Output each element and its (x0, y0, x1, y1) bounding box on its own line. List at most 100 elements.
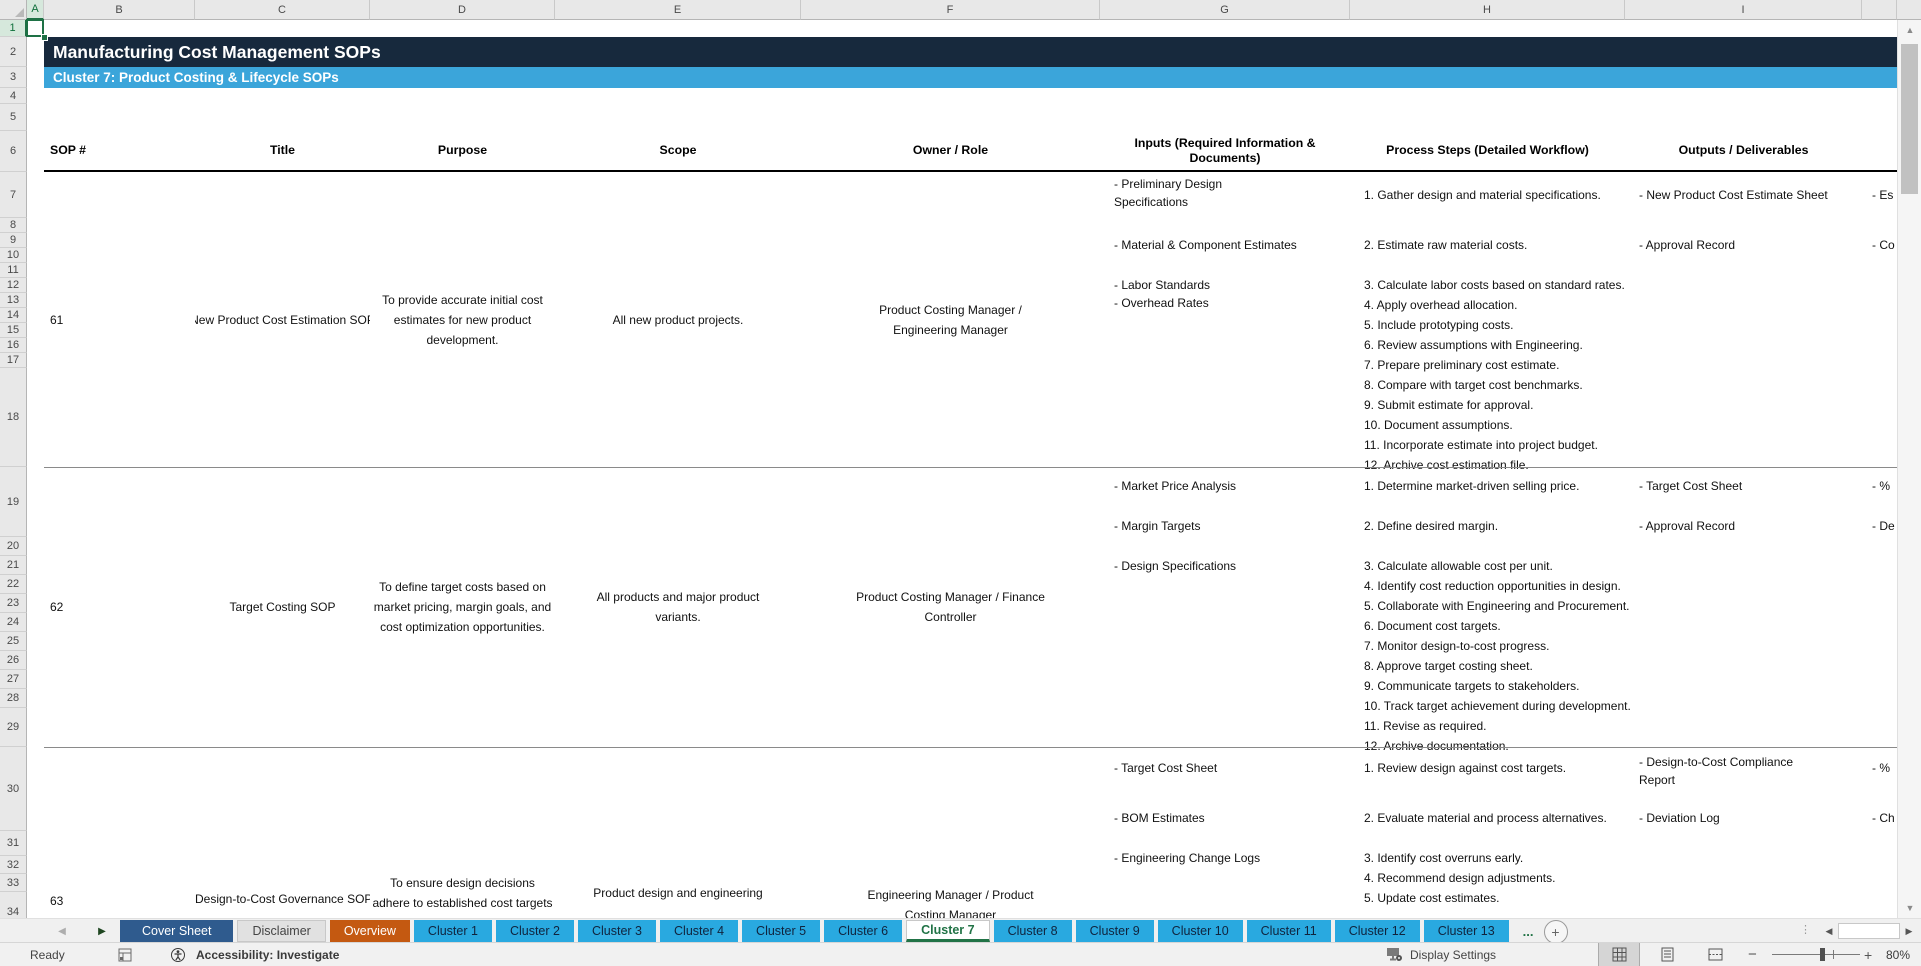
column-header-e[interactable]: E (555, 0, 801, 20)
row-header-10[interactable]: 10 (0, 248, 27, 263)
column-title-5[interactable]: Inputs (Required Information & Documents… (1134, 135, 1316, 165)
sop-61-inputs-3[interactable]: - Overhead Rates (1114, 296, 1209, 310)
sop-63-outputs-1[interactable]: - Deviation Log (1639, 811, 1720, 825)
column-title-0[interactable]: SOP # (50, 143, 87, 157)
sop-63-sop[interactable]: 63 (50, 894, 64, 908)
column-title-3[interactable]: Scope (659, 143, 697, 157)
row-header-27[interactable]: 27 (0, 670, 27, 689)
sheet-tab-cluster-6[interactable]: Cluster 6 (824, 920, 903, 942)
row-header-13[interactable]: 13 (0, 293, 27, 308)
row-header-29[interactable]: 29 (0, 708, 27, 747)
zoom-slider-track[interactable] (1772, 954, 1860, 955)
sop-63-steps-1[interactable]: 2. Evaluate material and process alterna… (1364, 811, 1607, 825)
sop-62-steps-11[interactable]: 12. Archive documentation. (1364, 739, 1509, 753)
sop-61-inputs-0[interactable]: - Preliminary Design Specifications (1114, 177, 1223, 209)
sop-62-clip-1[interactable]: - De (1872, 519, 1895, 533)
zoom-out-button[interactable]: − (1748, 946, 1757, 963)
row-header-25[interactable]: 25 (0, 632, 27, 651)
row-header-22[interactable]: 22 (0, 575, 27, 594)
sop-61-outputs-0[interactable]: - New Product Cost Estimate Sheet (1639, 188, 1828, 202)
column-header-partial[interactable] (1862, 0, 1897, 20)
sop-61-steps-4[interactable]: 5. Include prototyping costs. (1364, 318, 1514, 332)
row-header-7[interactable]: 7 (0, 172, 27, 218)
hscroll-right-icon[interactable]: ▶ (1905, 925, 1913, 936)
sheet-tab-cluster-2[interactable]: Cluster 2 (495, 920, 574, 942)
sop-61-steps-5[interactable]: 6. Review assumptions with Engineering. (1364, 338, 1583, 352)
column-header-f[interactable]: F (801, 0, 1100, 20)
column-header-d[interactable]: D (370, 0, 555, 20)
sheet-tab-cluster-11[interactable]: Cluster 11 (1246, 920, 1331, 942)
column-header-g[interactable]: G (1100, 0, 1350, 20)
row-header-23[interactable]: 23 (0, 594, 27, 613)
sop-62-title[interactable]: Target Costing SOP (229, 600, 336, 614)
sop-62-outputs-0[interactable]: - Target Cost Sheet (1639, 479, 1743, 493)
zoom-slider-handle[interactable] (1820, 948, 1825, 961)
sop-63-title[interactable]: Design-to-Cost Governance SOP (195, 892, 370, 906)
sop-61-owner[interactable]: Product Costing Manager / Engineering Ma… (879, 302, 1022, 337)
sop-61-scope[interactable]: All new product projects. (612, 312, 744, 327)
sop-61-steps-10[interactable]: 11. Incorporate estimate into project bu… (1364, 438, 1598, 452)
row-header-9[interactable]: 9 (0, 233, 27, 248)
row-header-12[interactable]: 12 (0, 278, 27, 293)
sop-63-clip-1[interactable]: - Ch (1872, 811, 1895, 825)
row-header-2[interactable]: 2 (0, 37, 27, 67)
page-layout-view-button[interactable] (1646, 943, 1688, 966)
sop-61-purpose[interactable]: To provide accurate initial cost estimat… (382, 292, 543, 347)
horizontal-scrollbar[interactable]: ◀ ▶ (1820, 922, 1918, 940)
row-header-33[interactable]: 33 (0, 874, 27, 892)
sop-62-steps-4[interactable]: 5. Collaborate with Engineering and Proc… (1364, 599, 1630, 613)
sop-63-steps-0[interactable]: 1. Review design against cost targets. (1364, 761, 1567, 775)
page-break-view-button[interactable] (1694, 943, 1736, 966)
row-header-31[interactable]: 31 (0, 831, 27, 856)
tab-splitter-handle[interactable]: ⋮ (1800, 924, 1811, 936)
column-header-b[interactable]: B (44, 0, 195, 20)
zoom-level[interactable]: 80% (1886, 947, 1911, 962)
sop-62-steps-0[interactable]: 1. Determine market-driven selling price… (1364, 479, 1580, 493)
sop-62-owner[interactable]: Product Costing Manager / Finance Contro… (856, 590, 1045, 624)
row-header-30[interactable]: 30 (0, 747, 27, 831)
row-header-19[interactable]: 19 (0, 467, 27, 537)
column-header-c[interactable]: C (195, 0, 370, 20)
sop-62-steps-6[interactable]: 7. Monitor design-to-cost progress. (1364, 639, 1550, 653)
sop-63-inputs-1[interactable]: - BOM Estimates (1114, 811, 1205, 825)
row-header-11[interactable]: 11 (0, 263, 27, 278)
sop-63-steps-4[interactable]: 5. Update cost estimates. (1364, 891, 1500, 905)
sop-62-purpose[interactable]: To define target costs based on market p… (373, 580, 552, 634)
column-title-2[interactable]: Purpose (437, 143, 488, 157)
sop-62-inputs-1[interactable]: - Margin Targets (1114, 519, 1201, 533)
sheet-tab-cluster-3[interactable]: Cluster 3 (577, 920, 657, 942)
vertical-scrollbar[interactable]: ▲ ▼ (1897, 20, 1921, 918)
sheet-tab-cluster-9[interactable]: Cluster 9 (1075, 920, 1154, 942)
row-header-26[interactable]: 26 (0, 651, 27, 670)
row-header-8[interactable]: 8 (0, 218, 27, 233)
sop-62-steps-2[interactable]: 3. Calculate allowable cost per unit. (1364, 559, 1553, 573)
tab-nav-right-icon[interactable]: ▶ (98, 925, 106, 937)
row-header-5[interactable]: 5 (0, 104, 27, 131)
sop-61-title[interactable]: New Product Cost Estimation SOP (195, 312, 370, 327)
sheet-tab-cluster-4[interactable]: Cluster 4 (660, 920, 739, 942)
row-header-16[interactable]: 16 (0, 338, 27, 353)
column-title-1[interactable]: Title (269, 143, 296, 157)
sop-62-inputs-0[interactable]: - Market Price Analysis (1114, 479, 1237, 493)
row-header-3[interactable]: 3 (0, 67, 27, 88)
macro-record-icon[interactable] (118, 943, 132, 966)
sheet-tab-cluster-10[interactable]: Cluster 10 (1157, 920, 1243, 942)
sop-61-steps-1[interactable]: 2. Estimate raw material costs. (1364, 238, 1528, 252)
sheet-tab-cluster-1[interactable]: Cluster 1 (413, 920, 492, 942)
sop-63-owner[interactable]: Engineering Manager / Product Costing Ma… (867, 888, 1034, 918)
sop-62-steps-8[interactable]: 9. Communicate targets to stakeholders. (1364, 679, 1580, 693)
hscroll-left-icon[interactable]: ◀ (1825, 925, 1833, 936)
sop-62-clip-0[interactable]: - % (1872, 479, 1890, 493)
row-header-15[interactable]: 15 (0, 323, 27, 338)
add-sheet-button[interactable]: + (1543, 920, 1568, 944)
tab-overflow-indicator[interactable]: ... (1522, 924, 1534, 939)
row-header-18[interactable]: 18 (0, 368, 27, 467)
vertical-scrollbar-thumb[interactable] (1901, 44, 1918, 194)
sheet-tab-overview[interactable]: Overview (329, 920, 410, 942)
sop-62-sop[interactable]: 62 (50, 600, 64, 614)
row-header-20[interactable]: 20 (0, 537, 27, 556)
sheet-tab-cover-sheet[interactable]: Cover Sheet (120, 920, 234, 942)
fill-handle[interactable] (41, 34, 48, 41)
sheet-tab-cluster-13[interactable]: Cluster 13 (1423, 920, 1509, 942)
row-header-14[interactable]: 14 (0, 308, 27, 323)
